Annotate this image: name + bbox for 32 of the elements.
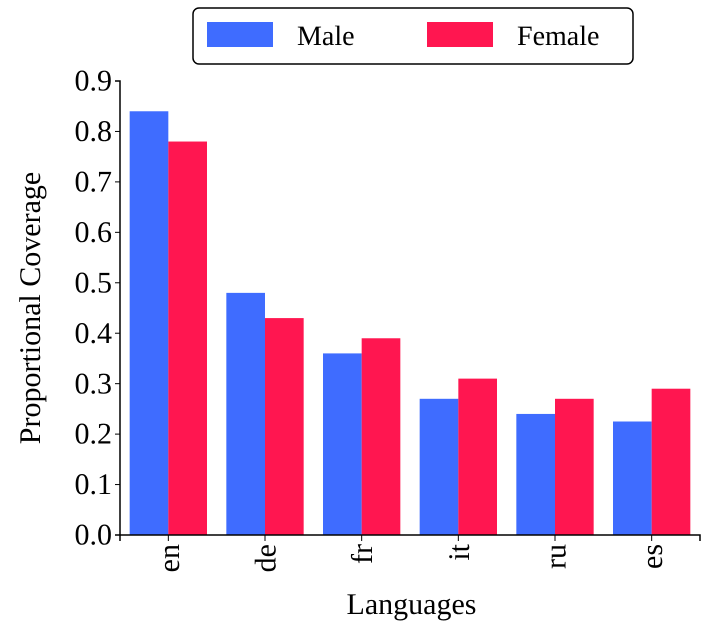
bar (362, 338, 400, 535)
x-tick-label: fr (346, 544, 380, 564)
bar (458, 378, 497, 535)
legend-label: Female (517, 21, 600, 52)
x-tick-label: de (250, 544, 282, 572)
y-tick-label: 0.9 (74, 64, 112, 98)
bar (226, 292, 265, 535)
bar (555, 398, 594, 535)
legend-label: Male (297, 21, 355, 52)
bar (168, 142, 207, 535)
y-tick-label: 0.6 (74, 216, 112, 249)
y-tick-label: 0.0 (74, 518, 112, 552)
bar (323, 353, 362, 535)
x-tick-label: ru (540, 544, 572, 569)
bar (652, 388, 690, 535)
x-tick-label: en (152, 544, 186, 572)
bar (420, 398, 458, 535)
y-axis-title: Proportional Coverage (14, 172, 47, 444)
bar (516, 414, 555, 535)
y-tick-label: 0.3 (74, 367, 112, 400)
y-tick-label: 0.5 (74, 266, 112, 300)
y-tick-label: 0.2 (74, 418, 112, 451)
bar (130, 111, 168, 535)
x-tick-label: es (636, 544, 670, 569)
bar (613, 422, 652, 535)
y-tick-label: 0.1 (74, 468, 112, 502)
x-axis-title: Languages (346, 588, 476, 621)
x-tick-label: it (442, 543, 476, 561)
y-tick-label: 0.7 (74, 165, 112, 198)
y-tick-label: 0.4 (74, 316, 112, 350)
bar (265, 318, 304, 535)
y-tick-label: 0.8 (74, 115, 112, 148)
